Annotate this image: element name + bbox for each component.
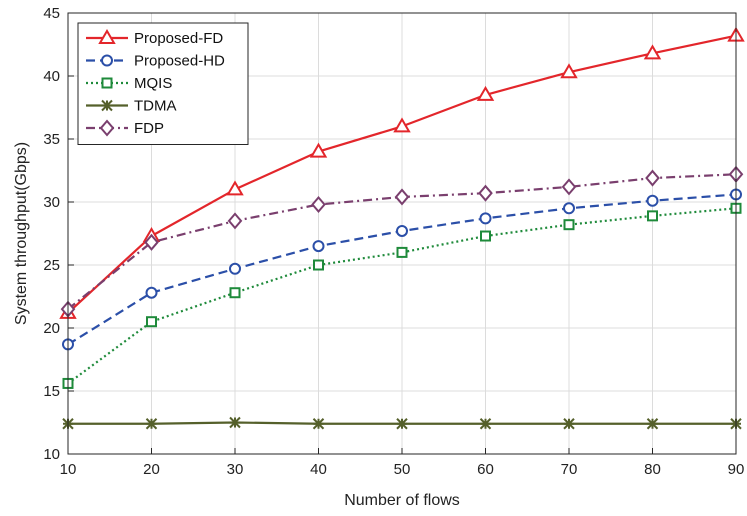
legend: Proposed-FD Proposed-HD MQIS TDMA FDP [77,22,249,145]
data-point-marker [229,287,241,299]
legend-label: Proposed-HD [134,53,225,70]
data-point-marker [144,233,159,251]
data-point-marker [645,169,660,187]
x-axis-title: Number of flows [344,492,460,509]
y-axis-title: System throughput(Gbps) [13,142,30,325]
data-point-marker [226,180,244,196]
data-point-marker [229,262,241,275]
legend-label: FDP [134,120,164,137]
data-point-marker [312,418,325,430]
legend-item: MQIS [86,75,172,92]
x-tick-label: 60 [477,461,494,478]
x-tick-label: 20 [143,461,160,478]
legend-label: Proposed-FD [134,30,223,47]
data-point-marker [476,85,495,101]
data-point-marker [480,230,491,242]
data-point-marker [396,246,408,258]
data-point-marker [312,240,325,253]
y-tick-label: 10 [43,446,60,463]
y-tick-label: 45 [43,5,60,22]
data-point-marker [393,117,411,133]
x-tick-label: 80 [644,461,661,478]
data-point-marker [146,316,157,328]
data-point-marker [646,418,659,430]
x-tick-label: 70 [561,461,578,478]
legend-marker-icon [101,99,113,112]
data-point-marker [643,44,662,60]
legend-item: Proposed-HD [86,53,225,70]
data-point-marker [229,416,241,429]
data-point-marker [396,224,408,237]
data-point-marker [560,63,578,79]
data-point-marker [563,219,575,231]
data-point-marker [311,195,326,214]
legend-item: TDMA [86,98,177,115]
data-point-marker [309,142,328,158]
x-tick-label: 50 [394,461,411,478]
legend-marker-icon [99,119,115,137]
x-tick-label: 10 [60,461,77,478]
y-tick-label: 25 [43,257,60,274]
data-point-marker [479,212,492,225]
data-point-marker [563,202,575,215]
data-point-marker [145,418,158,430]
x-tick-label: 90 [728,461,745,478]
legend-marker-icon [101,54,113,67]
legend-item: FDP [86,119,164,137]
data-point-marker [145,286,158,299]
axis-ticks: 10 20 30 40 50 60 70 80 90 10 15 20 25 30 35 40 45 [43,5,744,478]
y-tick-label: 35 [43,131,60,148]
data-point-marker [394,188,410,206]
y-tick-label: 30 [43,194,60,211]
data-point-marker [227,212,243,230]
legend-marker-icon [101,77,113,89]
series-proposed-hd [62,188,742,351]
x-tick-label: 40 [310,461,327,478]
data-point-marker [647,210,658,222]
data-point-marker [478,184,493,202]
data-point-marker [479,418,492,430]
y-tick-label: 40 [43,68,60,85]
legend-label: MQIS [134,75,172,92]
y-tick-label: 20 [43,320,60,337]
data-point-marker [396,418,408,430]
data-point-marker [313,259,324,271]
x-tick-label: 30 [227,461,244,478]
legend-label: TDMA [134,98,177,115]
y-tick-label: 15 [43,383,60,400]
data-point-marker [561,178,577,196]
data-point-marker [646,194,659,207]
legend-marker-icon [98,29,116,44]
legend-item: Proposed-FD [86,29,223,47]
data-point-marker [563,418,575,430]
